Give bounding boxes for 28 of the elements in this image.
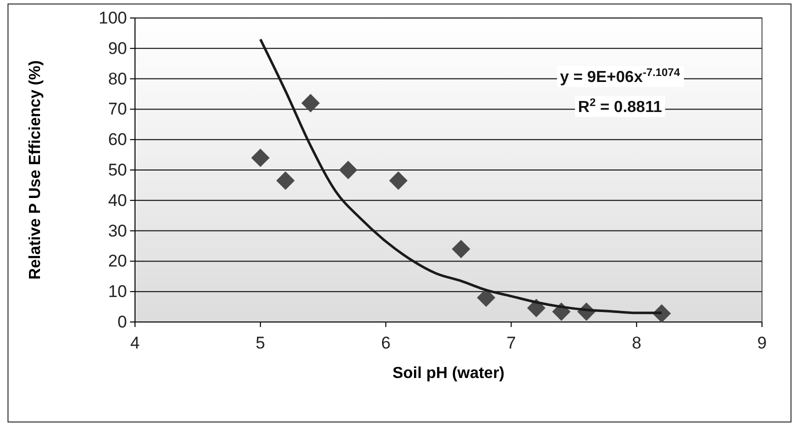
point [476,288,496,307]
y-tick-label: 60 [108,130,127,150]
x-tick-label: 5 [256,334,266,353]
y-tick-label: 20 [108,252,127,271]
y-tick-label: 80 [108,69,127,88]
annotation: R$^{2}$ = 0.8811 [578,97,662,116]
y-tick-label: 90 [108,38,127,58]
y-tick-label: 50 [108,160,127,180]
y-tick-label: 30 [108,221,127,240]
x-axis-title: Soil pH (water) [392,365,505,382]
point [389,171,408,190]
point [276,171,295,190]
x-tick-label: 7 [506,334,516,353]
y-tick-label: 100 [98,8,127,28]
x-tick-label: 6 [381,334,391,353]
annotation: y = 9E+06x$^{-7.1074}$ [560,67,681,86]
x-tick-label: 9 [757,334,767,353]
x-tick-label: 4 [130,334,140,353]
x-tick-label: 8 [632,334,642,353]
y-tick-label: 10 [108,282,127,302]
point [452,240,470,258]
point [301,94,320,112]
point [251,148,270,168]
point [338,160,358,180]
y-tick-label: 70 [108,100,127,119]
y-tick-label: 0 [118,312,127,332]
y-tick-label: 40 [108,190,127,210]
y-axis-title: Relative P Use Efficiency (%) [27,60,44,280]
